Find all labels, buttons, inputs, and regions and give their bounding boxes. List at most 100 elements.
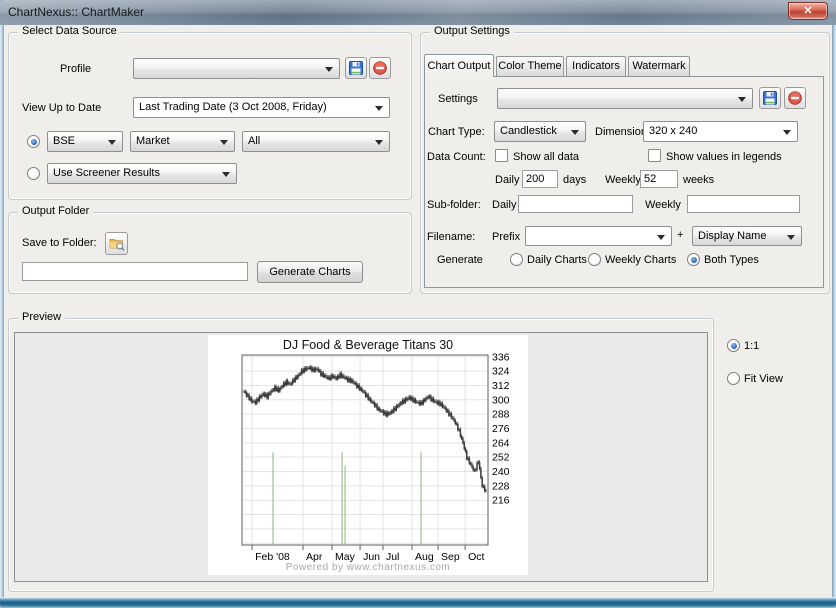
dimension-label: Dimension (595, 126, 647, 138)
prefix-combobox[interactable] (525, 226, 672, 246)
category-value: Market (136, 135, 170, 147)
weeks-label: weeks (683, 174, 715, 186)
view-up-to-date-combobox[interactable]: Last Trading Date (3 Oct 2008, Friday) (133, 97, 390, 118)
zoom-one-to-one-radio[interactable] (727, 339, 740, 352)
preview-chart (208, 335, 528, 575)
output-path-input[interactable] (22, 262, 248, 281)
generate-daily-label: Daily Charts (527, 254, 587, 266)
filename-label: Filename: (427, 231, 476, 243)
remove-circle-icon (373, 61, 387, 75)
daily-count-label: Daily (495, 174, 520, 186)
output-folder-group: Output Folder (8, 205, 412, 294)
subfolder-daily-label: Daily (492, 199, 517, 211)
chevron-down-icon (375, 140, 383, 145)
delete-profile-button[interactable] (369, 57, 391, 79)
svg-text:240: 240 (492, 466, 510, 478)
save-profile-button[interactable] (345, 57, 367, 79)
subfolder-daily-input[interactable] (518, 195, 633, 213)
exchange-mode-radio[interactable] (27, 135, 40, 148)
settings-label: Settings (438, 93, 478, 105)
chevron-down-icon (375, 106, 383, 111)
chevron-down-icon (220, 140, 228, 145)
chart-title: DJ Food & Beverage Titans 30 (282, 338, 454, 352)
weekly-count-label: Weekly (605, 174, 641, 186)
profile-label: Profile (60, 63, 92, 75)
chevron-down-icon (787, 235, 795, 240)
svg-text:252: 252 (492, 452, 510, 464)
zoom-fit-view-radio[interactable] (727, 372, 740, 385)
preview-legend: Preview (18, 311, 66, 323)
filter-combobox[interactable]: All (242, 131, 390, 152)
zoom-one-to-one-label: 1:1 (744, 340, 760, 352)
tab-chart-output[interactable]: Chart Output (424, 54, 494, 77)
close-button[interactable]: ✕ (788, 2, 828, 20)
exchange-value: BSE (53, 135, 76, 147)
delete-settings-button[interactable] (784, 87, 806, 109)
svg-text:Sep: Sep (441, 551, 460, 563)
generate-weekly-radio[interactable] (588, 253, 601, 266)
profile-combobox[interactable] (133, 58, 340, 79)
svg-text:May: May (335, 551, 356, 563)
svg-text:264: 264 (492, 437, 510, 449)
suffix-value: Display Name (698, 230, 767, 242)
browse-folder-button[interactable] (105, 232, 128, 255)
select-data-source-legend: Select Data Source (18, 25, 121, 37)
chevron-down-icon (108, 140, 116, 145)
window-border-right (832, 25, 836, 597)
svg-text:288: 288 (492, 409, 510, 421)
exchange-combobox[interactable]: BSE (47, 131, 123, 152)
data-count-label: Data Count: (427, 151, 486, 163)
view-up-to-date-label: View Up to Date (22, 102, 102, 114)
dimension-combobox[interactable]: 320 x 240 (643, 121, 798, 142)
generate-both-radio[interactable] (687, 253, 700, 266)
generate-daily-radio[interactable] (510, 253, 523, 266)
chart-type-combobox[interactable]: Candlestick (494, 121, 586, 142)
svg-text:Jun: Jun (363, 551, 380, 563)
svg-text:Aug: Aug (415, 551, 434, 563)
chevron-down-icon (571, 130, 579, 135)
filter-value: All (248, 135, 261, 147)
subfolder-weekly-input[interactable] (687, 195, 800, 213)
window-border-left (0, 25, 4, 597)
svg-text:276: 276 (492, 423, 510, 435)
weekly-count-input[interactable] (640, 170, 678, 188)
svg-text:Feb '08: Feb '08 (255, 551, 290, 563)
candlestick-chart: 216 228 240 252 264 276 288 300 312 324 336 Feb '08… (241, 351, 510, 563)
floppy-disk-icon (763, 91, 777, 105)
output-folder-legend: Output Folder (18, 205, 94, 217)
dimension-value: 320 x 240 (649, 125, 698, 137)
select-data-source-group: Select Data Source (8, 25, 412, 200)
show-values-checkbox[interactable] (648, 149, 661, 162)
view-up-to-date-value: Last Trading Date (3 Oct 2008, Friday) (139, 101, 327, 113)
tab-indicators[interactable]: Indicators (566, 56, 626, 76)
generate-charts-button[interactable]: Generate Charts (257, 261, 363, 283)
screener-value: Use Screener Results (53, 167, 160, 179)
svg-text:228: 228 (492, 480, 510, 492)
remove-circle-icon (788, 91, 802, 105)
floppy-disk-icon (349, 61, 363, 75)
chart-watermark: Powered by www.chartnexus.com (285, 562, 451, 573)
chart-type-value: Candlestick (500, 125, 557, 137)
tab-color-theme[interactable]: Color Theme (496, 56, 564, 76)
category-combobox[interactable]: Market (130, 131, 235, 152)
suffix-combobox[interactable]: Display Name (692, 226, 802, 246)
svg-text:Jul: Jul (386, 551, 399, 563)
screener-combobox[interactable]: Use Screener Results (47, 163, 237, 184)
chevron-down-icon (738, 97, 746, 102)
show-values-label: Show values in legends (666, 151, 782, 163)
subfolder-label: Sub-folder: (427, 199, 481, 211)
generate-weekly-label: Weekly Charts (605, 254, 677, 266)
output-settings-group: Output Settings (420, 25, 830, 294)
screener-mode-radio[interactable] (27, 167, 40, 180)
folder-search-icon (109, 239, 125, 251)
title-bar[interactable] (0, 0, 836, 25)
svg-text:216: 216 (492, 495, 510, 507)
save-settings-button[interactable] (759, 87, 781, 109)
show-all-data-checkbox[interactable] (495, 149, 508, 162)
settings-combobox[interactable] (497, 88, 753, 109)
chevron-down-icon (325, 67, 333, 72)
tab-watermark[interactable]: Watermark (628, 56, 690, 76)
chevron-down-icon (657, 235, 665, 240)
svg-text:300: 300 (492, 394, 510, 406)
daily-count-input[interactable] (522, 170, 558, 188)
